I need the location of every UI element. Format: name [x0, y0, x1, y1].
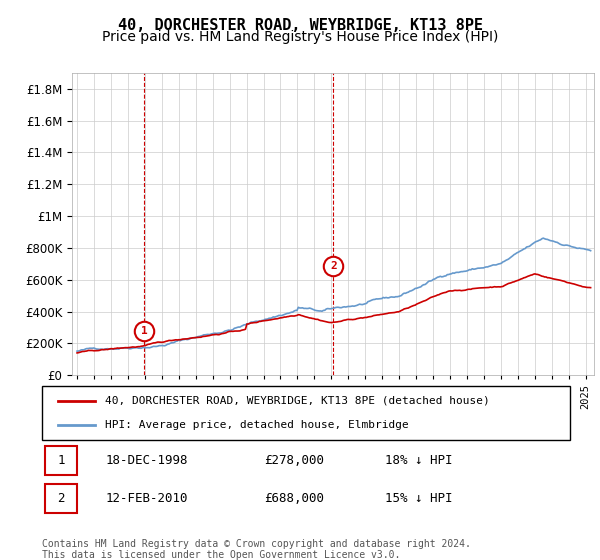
Text: £688,000: £688,000 [264, 492, 324, 505]
FancyBboxPatch shape [42, 386, 570, 440]
Text: 2: 2 [330, 261, 337, 270]
Text: 40, DORCHESTER ROAD, WEYBRIDGE, KT13 8PE: 40, DORCHESTER ROAD, WEYBRIDGE, KT13 8PE [118, 18, 482, 33]
Text: Price paid vs. HM Land Registry's House Price Index (HPI): Price paid vs. HM Land Registry's House … [102, 30, 498, 44]
Text: 12-FEB-2010: 12-FEB-2010 [106, 492, 188, 505]
Text: 18% ↓ HPI: 18% ↓ HPI [385, 454, 453, 467]
FancyBboxPatch shape [44, 484, 77, 513]
Text: 18-DEC-1998: 18-DEC-1998 [106, 454, 188, 467]
Text: 40, DORCHESTER ROAD, WEYBRIDGE, KT13 8PE (detached house): 40, DORCHESTER ROAD, WEYBRIDGE, KT13 8PE… [106, 396, 490, 406]
Text: 1: 1 [141, 326, 148, 336]
Text: 2: 2 [57, 492, 65, 505]
Text: 1: 1 [57, 454, 65, 467]
Text: 15% ↓ HPI: 15% ↓ HPI [385, 492, 453, 505]
Text: £278,000: £278,000 [264, 454, 324, 467]
Text: Contains HM Land Registry data © Crown copyright and database right 2024.
This d: Contains HM Land Registry data © Crown c… [42, 539, 471, 560]
Text: HPI: Average price, detached house, Elmbridge: HPI: Average price, detached house, Elmb… [106, 420, 409, 430]
FancyBboxPatch shape [44, 446, 77, 475]
